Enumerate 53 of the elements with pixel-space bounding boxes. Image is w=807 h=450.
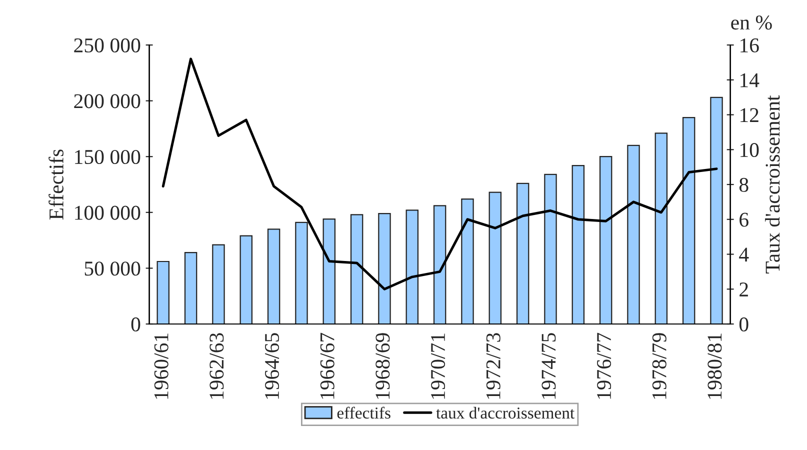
y-tick-label: 150 000 — [75, 150, 140, 164]
bar — [378, 212, 391, 324]
bar — [627, 144, 640, 324]
text: en % — [731, 16, 772, 30]
bar — [572, 164, 585, 324]
bar — [240, 235, 252, 324]
x-tick-label: 1972/73 — [486, 333, 500, 399]
x-tick-label: 1960/61 — [154, 334, 168, 399]
y-tick-label: 100 000 — [75, 206, 140, 220]
bar — [654, 132, 668, 324]
bar — [184, 252, 198, 324]
y-tick-label: 200 000 — [74, 94, 140, 108]
y-tick-label: 250 000 — [74, 38, 140, 52]
y2-tick-label: 14 — [740, 73, 760, 88]
bar — [212, 244, 225, 324]
line-series — [162, 58, 718, 290]
x-tick-label: 1974/75 — [542, 333, 556, 399]
y2-tick-label: 12 — [740, 108, 758, 122]
x-tick-label: 1970/71 — [430, 334, 446, 399]
bar — [322, 218, 336, 324]
bar — [406, 210, 419, 324]
y2-tick-label: 0 — [739, 317, 748, 332]
y-axis-title: Effectifs — [48, 150, 64, 220]
bar — [710, 96, 723, 324]
x-tick-label: 1966/67 — [320, 332, 334, 399]
bar — [544, 174, 557, 324]
legend-label: effectifs — [337, 406, 390, 419]
bar — [488, 192, 502, 324]
y2-tick-label: 16 — [740, 38, 759, 52]
y2-tick-label: 6 — [740, 212, 748, 227]
legend-label: taux d'accroissement — [436, 406, 574, 419]
y2-tick-label: 8 — [739, 178, 748, 192]
x-tick-label: 1980/81 — [708, 334, 722, 399]
bar — [682, 116, 696, 324]
bar — [433, 205, 446, 324]
y2-tick-label: 4 — [739, 248, 749, 262]
bar — [516, 182, 530, 324]
x-tick-label: 1962/63 — [210, 333, 224, 399]
bar — [599, 156, 612, 324]
x-tick-label: 1978/79 — [652, 333, 666, 399]
x-tick-label: 1968/69 — [376, 333, 390, 399]
bar — [156, 260, 170, 324]
y2-tick-label: 2 — [740, 282, 748, 296]
bar — [267, 228, 280, 324]
y2-axis-title: Taux d'accroissement — [765, 95, 780, 274]
y2-tick-label: 10 — [740, 143, 759, 158]
y-tick-label: 0 — [131, 317, 140, 332]
bar — [295, 222, 308, 324]
bar — [461, 198, 474, 324]
x-tick-label: 1976/77 — [597, 332, 612, 399]
y-tick-label: 50 000 — [84, 262, 140, 276]
x-tick-label: 1964/65 — [265, 333, 280, 399]
bar — [350, 214, 364, 324]
